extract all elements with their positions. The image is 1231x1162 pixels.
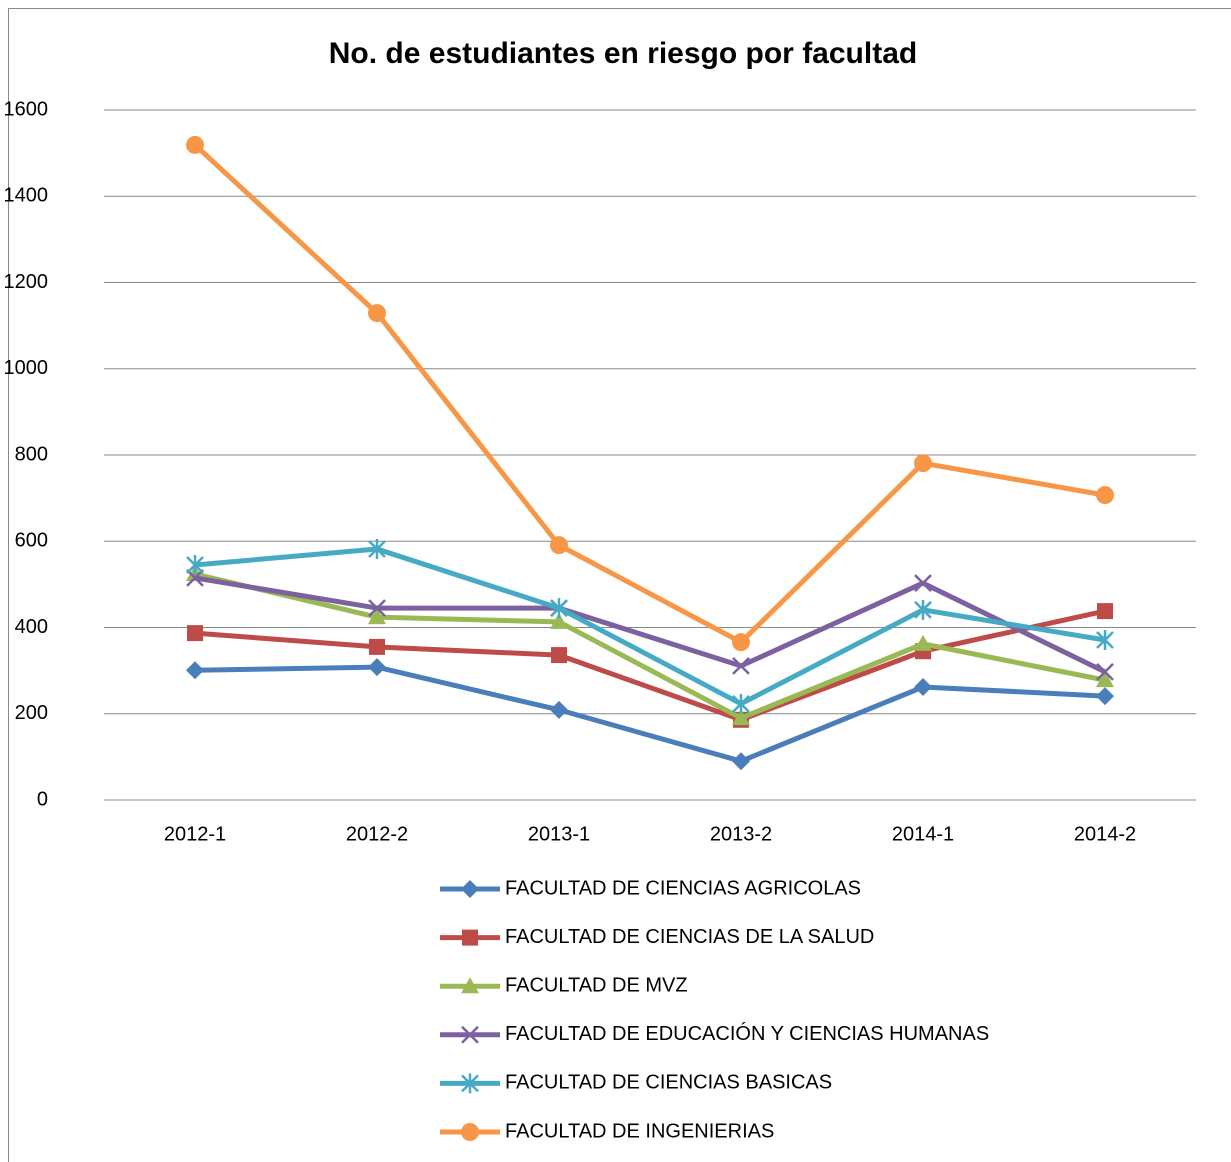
x-tick-label: 2013-2 xyxy=(710,823,772,845)
legend-label: FACULTAD DE MVZ xyxy=(505,974,688,996)
marker xyxy=(550,536,568,555)
marker xyxy=(914,599,932,620)
y-tick-label: 600 xyxy=(15,530,48,552)
marker xyxy=(914,678,932,697)
marker xyxy=(914,574,932,592)
chart-title: No. de estudiantes en riesgo por faculta… xyxy=(329,37,917,70)
marker xyxy=(1096,630,1114,651)
marker xyxy=(369,638,385,655)
marker xyxy=(368,539,386,560)
marker xyxy=(1096,486,1114,505)
marker xyxy=(550,612,568,629)
legend-label: FACULTAD DE CIENCIAS DE LA SALUD xyxy=(505,926,874,948)
marker xyxy=(368,304,386,323)
series-line xyxy=(194,546,1106,707)
marker xyxy=(461,1073,479,1094)
y-tick-label: 1600 xyxy=(4,98,49,120)
marker xyxy=(914,454,932,473)
marker xyxy=(186,554,204,575)
y-tick-label: 0 xyxy=(37,788,48,810)
x-tick-label: 2013-1 xyxy=(528,823,590,845)
marker xyxy=(551,647,567,664)
y-tick-label: 1200 xyxy=(4,271,49,293)
y-tick-label: 800 xyxy=(15,443,48,465)
marker xyxy=(1096,687,1114,706)
y-tick-label: 1400 xyxy=(4,185,49,207)
marker xyxy=(1096,663,1114,681)
marker xyxy=(732,656,750,675)
x-tick-label: 2012-2 xyxy=(346,823,408,845)
marker xyxy=(187,625,203,642)
legend-label: FACULTAD DE EDUCACIÓN Y CIENCIAS HUMANAS xyxy=(505,1022,989,1045)
marker xyxy=(732,633,750,652)
marker xyxy=(368,608,386,625)
series-line xyxy=(193,143,1106,645)
marker xyxy=(368,599,386,617)
marker xyxy=(461,977,479,994)
x-tick-label: 2014-2 xyxy=(1074,823,1136,845)
marker xyxy=(461,1123,479,1141)
series: FACULTAD DE INGENIERIAS xyxy=(186,135,1114,1142)
marker xyxy=(732,752,750,771)
chart-frame xyxy=(8,8,1231,1162)
marker xyxy=(186,661,204,680)
legend-label: FACULTAD DE INGENIERIAS xyxy=(505,1120,774,1142)
marker xyxy=(1097,603,1113,620)
x-tick-label: 2014-1 xyxy=(892,823,954,845)
y-tick-label: 400 xyxy=(15,616,48,638)
x-tick-label: 2012-1 xyxy=(164,823,226,845)
series: FACULTAD DE MVZ xyxy=(186,565,1114,996)
marker xyxy=(914,634,932,651)
marker xyxy=(462,929,478,946)
marker xyxy=(732,709,750,726)
series-line xyxy=(194,571,1106,721)
marker xyxy=(186,135,204,154)
marker xyxy=(1096,671,1114,688)
series-line xyxy=(194,608,1106,723)
legend-label: FACULTAD DE CIENCIAS AGRICOLAS xyxy=(505,877,861,899)
series: FACULTAD DE CIENCIAS BASICAS xyxy=(186,539,1114,1094)
series: FACULTAD DE CIENCIAS AGRICOLAS xyxy=(186,658,1114,899)
marker xyxy=(732,693,750,714)
y-tick-label: 1000 xyxy=(4,357,49,379)
marker xyxy=(550,700,568,719)
marker xyxy=(368,658,386,677)
legend-label: FACULTAD DE CIENCIAS BASICAS xyxy=(505,1072,832,1094)
series-line xyxy=(194,664,1106,764)
y-tick-label: 200 xyxy=(15,702,48,724)
marker xyxy=(461,1025,479,1044)
series: FACULTAD DE CIENCIAS DE LA SALUD xyxy=(187,603,1113,948)
marker xyxy=(186,569,204,587)
marker xyxy=(550,598,568,619)
series-line xyxy=(194,575,1107,675)
marker xyxy=(461,880,479,898)
